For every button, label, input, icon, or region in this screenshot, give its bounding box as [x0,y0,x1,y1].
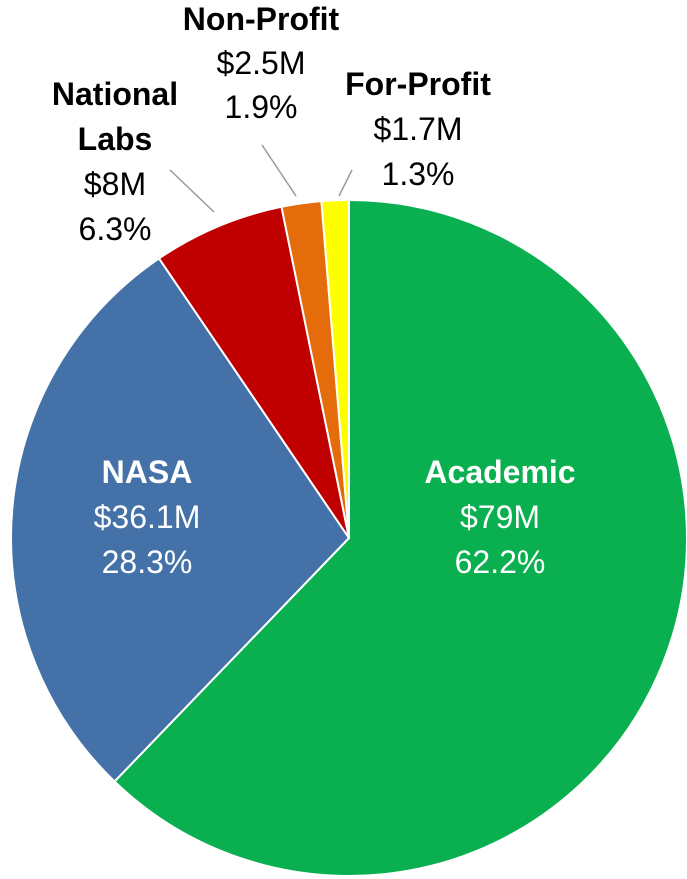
percent-label: 1.9% [224,89,298,125]
percent-label: 1.3% [381,156,455,192]
amount-label: $2.5M [216,45,306,81]
leader-line [261,144,297,197]
amount-label: $8M [83,166,147,202]
percent-label: 28.3% [101,544,193,580]
slice-label: National Labs $8M 6.3% [30,72,200,252]
category-label: Academic [424,454,576,490]
category-label: NASA [101,454,193,490]
pie-slice [10,257,351,783]
pie-slice [113,198,687,877]
amount-label: $1.7M [373,111,463,147]
amount-label: $79M [459,499,541,535]
slice-label: For-Profit $1.7M 1.3% [318,62,518,197]
category-label: For-Profit [345,66,491,102]
slice-label: Academic $79M 62.2% [380,450,620,585]
category-label: Non-Profit [182,1,340,37]
category-label: National Labs [51,76,179,157]
slice-label: NASA $36.1M 28.3% [30,450,264,585]
leader-line [169,169,215,213]
leader-line [338,169,353,197]
slice-label: Non-Profit $2.5M 1.9% [160,0,362,129]
slices [10,198,687,877]
pie-slice [320,198,350,539]
percent-label: 62.2% [454,544,546,580]
percent-label: 6.3% [78,211,152,247]
pie-slice [157,205,350,539]
amount-label: $36.1M [93,499,201,535]
